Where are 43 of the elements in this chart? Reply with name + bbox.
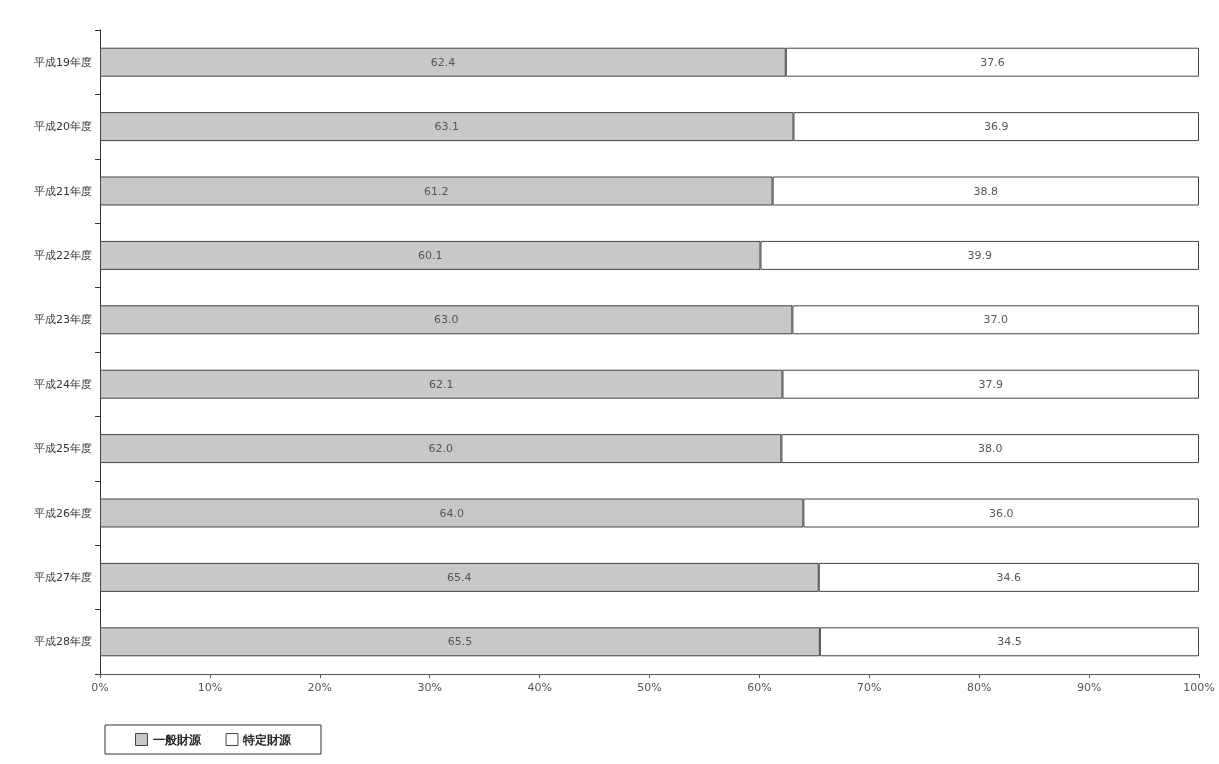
y-tick-label: 平成26年度 [34, 506, 92, 520]
y-tick-label: 平成21年度 [34, 184, 92, 198]
x-tick-label: 0% [91, 681, 109, 694]
x-tick-label: 30% [417, 681, 442, 694]
data-label: 62.0 [428, 442, 453, 456]
data-label: 37.9 [978, 377, 1003, 391]
x-tick-label: 90% [1076, 681, 1102, 694]
y-tick-label: 平成20年度 [34, 120, 92, 134]
data-label: 65.4 [447, 570, 472, 584]
legend-label: 特定財源 [242, 732, 292, 747]
data-label: 62.4 [430, 55, 456, 69]
x-tick-label: 80% [966, 681, 992, 694]
data-label: 61.2 [424, 184, 449, 198]
data-label: 65.5 [447, 635, 473, 649]
data-label: 36.0 [988, 506, 1014, 520]
data-label: 38.0 [977, 442, 1003, 456]
data-label: 63.0 [433, 313, 459, 327]
data-label: 62.1 [428, 377, 454, 391]
x-tick-label: 60% [747, 681, 772, 694]
data-label: 38.8 [973, 184, 999, 198]
data-label: 39.9 [967, 248, 992, 262]
x-tick-label: 70% [857, 681, 882, 694]
y-tick-label: 平成22年度 [34, 248, 92, 262]
data-label: 37.0 [983, 313, 1008, 327]
x-tick-label: 100% [1183, 681, 1215, 694]
y-tick-label: 平成19年度 [34, 55, 92, 69]
y-tick-label: 平成25年度 [34, 442, 92, 456]
x-tick-label: 40% [527, 681, 552, 694]
y-tick-label: 平成27年度 [34, 570, 92, 584]
data-label: 37.6 [980, 55, 1005, 69]
data-label: 36.9 [983, 120, 1009, 134]
x-tick-label: 20% [307, 681, 333, 694]
legend-label: 一般財源 [152, 732, 202, 747]
data-label: 34.5 [997, 635, 1022, 649]
y-tick-label: 平成23年度 [34, 313, 92, 327]
y-tick-label: 平成28年度 [34, 635, 92, 649]
data-label: 34.6 [996, 570, 1022, 584]
x-tick-label: 10% [197, 681, 223, 694]
data-label: 60.1 [418, 248, 443, 262]
x-tick-label: 50% [637, 681, 662, 694]
data-label: 64.0 [439, 506, 464, 520]
y-tick-label: 平成24年度 [34, 377, 92, 391]
data-label: 63.1 [434, 120, 459, 134]
